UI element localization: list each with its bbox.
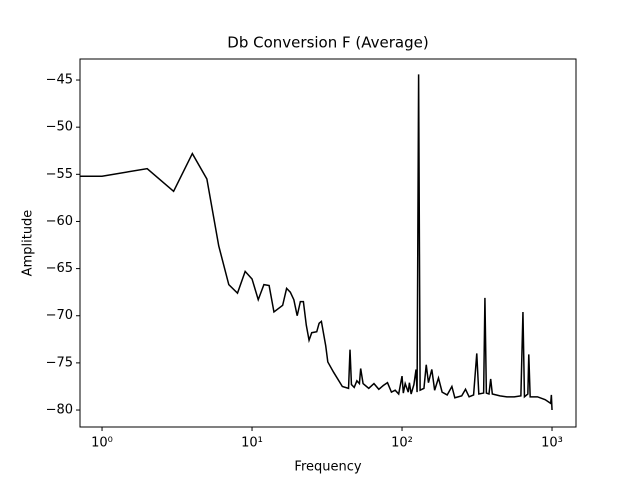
x-tick-label: 10² (391, 436, 413, 451)
y-tick-label: −65 (46, 261, 73, 276)
y-tick-label: −50 (46, 120, 73, 135)
y-tick-label: −80 (46, 403, 73, 418)
x-tick-label: 10³ (541, 436, 563, 451)
y-tick-label: −75 (46, 355, 73, 370)
x-tick-label: 10¹ (241, 436, 263, 451)
y-tick-label: −55 (46, 167, 73, 182)
y-tick-label: −70 (46, 308, 73, 323)
chart-title: Db Conversion F (Average) (227, 34, 428, 52)
y-tick-label: −45 (46, 73, 73, 88)
plot-frame (79, 58, 577, 428)
y-tick-label: −60 (46, 214, 73, 229)
data-line (80, 74, 553, 411)
x-tick-label: 10⁰ (91, 436, 113, 451)
x-axis-label: Frequency (294, 460, 361, 475)
y-axis-label: Amplitude (21, 210, 36, 277)
